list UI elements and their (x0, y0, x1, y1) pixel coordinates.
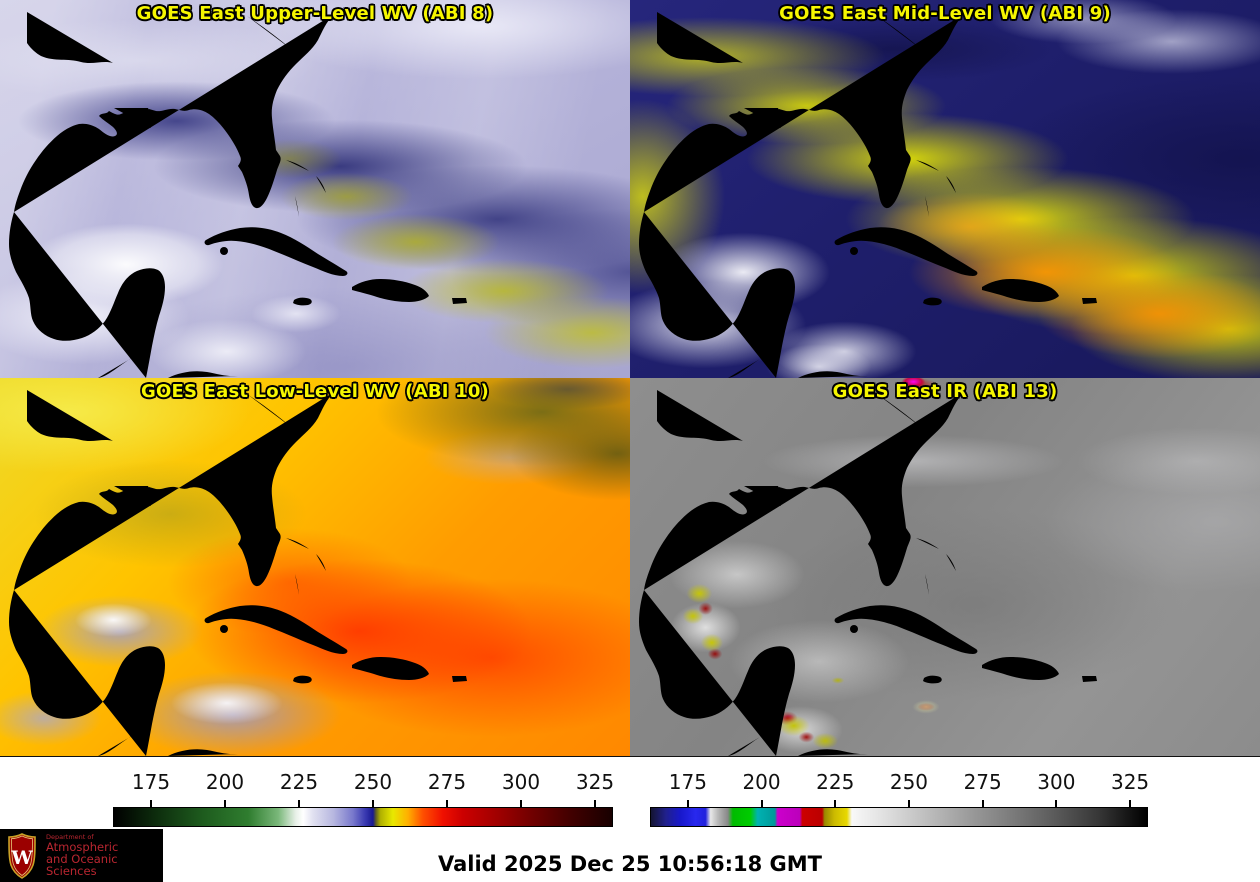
tick-label: 250 (889, 770, 929, 794)
ir-colorbar-gradient (650, 807, 1148, 827)
tick-mark (224, 800, 226, 808)
tick-label: 225 (279, 770, 319, 794)
tick-mark (981, 800, 984, 808)
tick-label: 300 (501, 770, 541, 794)
logo-line-2: and Oceanic Sciences (46, 851, 118, 878)
map-overlay (630, 7, 1136, 378)
tick-mark (298, 800, 300, 808)
tick-label: 175 (668, 770, 707, 794)
tick-mark (1055, 800, 1058, 808)
footer: 175 200 225 250 275 300 325 175 200 225 … (0, 757, 1260, 882)
tick-mark (907, 800, 910, 808)
logo-line-1: Atmospheric (46, 839, 119, 854)
tick-mark (1129, 800, 1132, 808)
ir-colorbar: 175 200 225 250 275 300 325 (650, 757, 1150, 827)
map-overlay (630, 385, 1136, 756)
panel-title-low-wv: GOES East Low-Level WV (ABI 10) (141, 381, 489, 402)
tick-label: 275 (963, 770, 1002, 794)
map-overlay (0, 7, 506, 378)
uw-aos-logo: W Department of Atmospheric and Oceanic … (0, 829, 163, 882)
uw-crest-icon: W (8, 832, 36, 879)
panel-grid: GOES East Upper-Level WV (ABI 8) GOES Ea… (0, 0, 1260, 757)
wv-colorbar: 175 200 225 250 275 300 325 (113, 757, 615, 827)
tick-label: 300 (1037, 770, 1076, 794)
tick-label: 225 (816, 770, 855, 794)
panel-title-ir: GOES East IR (ABI 13) (832, 381, 1058, 402)
tick-label: 325 (1110, 770, 1150, 794)
tick-mark (446, 800, 448, 808)
tick-mark (594, 800, 596, 808)
panel-mid-level-wv: GOES East Mid-Level WV (ABI 9) (630, 0, 1260, 378)
tick-label: 200 (205, 770, 245, 794)
tick-mark (760, 800, 763, 808)
tick-mark (150, 800, 152, 808)
logo-text: Department of Atmospheric and Oceanic Sc… (46, 834, 163, 877)
tick-mark (686, 800, 689, 808)
map-overlay (0, 385, 506, 756)
wv-colorbar-gradient (113, 807, 613, 827)
panel-ir: GOES East IR (ABI 13) (630, 378, 1260, 756)
logo-dept-line: Department of (46, 833, 94, 841)
valid-time-label: Valid 2025 Dec 25 10:56:18 GMT (438, 852, 822, 876)
tick-label: 325 (575, 770, 615, 794)
tick-label: 200 (742, 770, 781, 794)
tick-mark (520, 800, 522, 808)
tick-mark (372, 800, 374, 808)
tick-label: 275 (427, 770, 467, 794)
tick-label: 250 (353, 770, 393, 794)
uw-monogram: W (10, 847, 33, 869)
panel-upper-level-wv: GOES East Upper-Level WV (ABI 8) (0, 0, 630, 378)
tick-label: 175 (131, 770, 171, 794)
panel-title-upper-wv: GOES East Upper-Level WV (ABI 8) (136, 3, 494, 24)
panel-title-mid-wv: GOES East Mid-Level WV (ABI 9) (779, 3, 1111, 24)
tick-mark (834, 800, 837, 808)
panel-low-level-wv: GOES East Low-Level WV (ABI 10) (0, 378, 630, 756)
